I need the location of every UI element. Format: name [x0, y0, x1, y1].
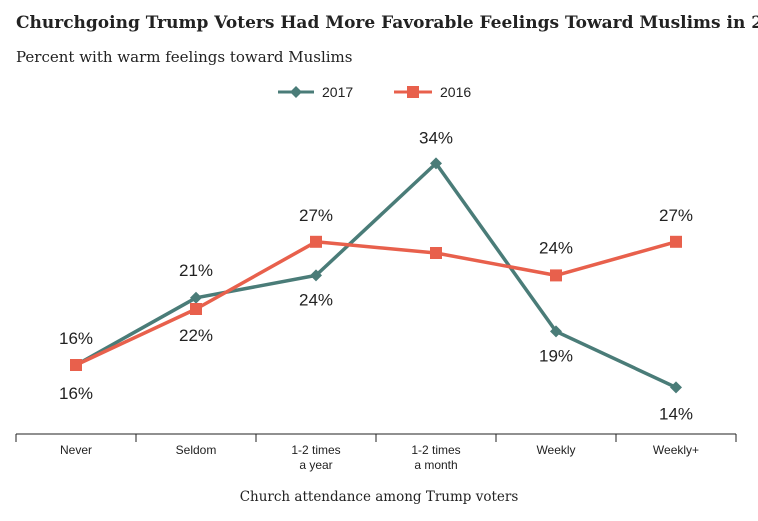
data-label-extra: 16% [59, 384, 93, 403]
series-layer [70, 157, 682, 394]
legend-diamond-marker [290, 86, 302, 98]
x-tick-label: Weekly [536, 443, 575, 457]
legend-item-2016: 2016 [394, 84, 471, 100]
data-label-2017: 21% [179, 261, 213, 280]
x-axis-title: Church attendance among Trump voters [240, 489, 519, 505]
data-point-2017 [190, 291, 202, 304]
data-label-2016: 24% [539, 238, 573, 257]
data-label-2017: 14% [659, 404, 693, 423]
data-label-2016: 27% [659, 206, 693, 225]
data-label-2016: 27% [299, 206, 333, 225]
x-tick-label: a year [299, 458, 332, 472]
data-label-2017: 19% [539, 346, 573, 365]
series-2017 [70, 157, 682, 394]
x-tick-label: Weekly+ [653, 443, 699, 457]
data-point-2017 [550, 325, 562, 338]
data-point-2016 [70, 359, 82, 371]
data-label-2016: 22% [179, 326, 213, 345]
legend-square-marker [407, 86, 419, 98]
x-tick-label: 1-2 times [411, 443, 460, 457]
series-2016 [70, 235, 682, 371]
chart-subtitle: Percent with warm feelings toward Muslim… [16, 48, 352, 66]
data-label-layer: 21% 24% 34% 19% 14% 16% 22% 27% 24% 27% 16% [59, 128, 693, 423]
legend-item-2017: 2017 [278, 84, 353, 100]
series-line-2016 [75, 240, 677, 367]
data-point-2016 [670, 235, 682, 248]
data-point-2017 [310, 269, 322, 282]
x-tick-label: 1-2 times [291, 443, 340, 457]
legend: 2017 2016 [278, 84, 471, 100]
series-line-2017 [75, 161, 677, 389]
legend-label-2016: 2016 [440, 84, 471, 100]
data-label-2017: 34% [419, 128, 453, 147]
data-label-2016: 16% [59, 329, 93, 348]
x-tick-label: Seldom [176, 443, 217, 457]
data-point-2016 [550, 269, 562, 282]
chart-title: Churchgoing Trump Voters Had More Favora… [16, 13, 758, 33]
x-tick-label: Never [60, 443, 92, 457]
data-point-2016 [190, 303, 202, 315]
data-point-2017 [430, 157, 442, 170]
data-label-2017: 24% [299, 290, 333, 309]
legend-label-2017: 2017 [322, 84, 353, 100]
x-tick-label: a month [414, 458, 457, 472]
data-point-2017 [670, 381, 682, 394]
data-point-2016 [310, 235, 322, 248]
data-point-2016 [430, 247, 442, 259]
